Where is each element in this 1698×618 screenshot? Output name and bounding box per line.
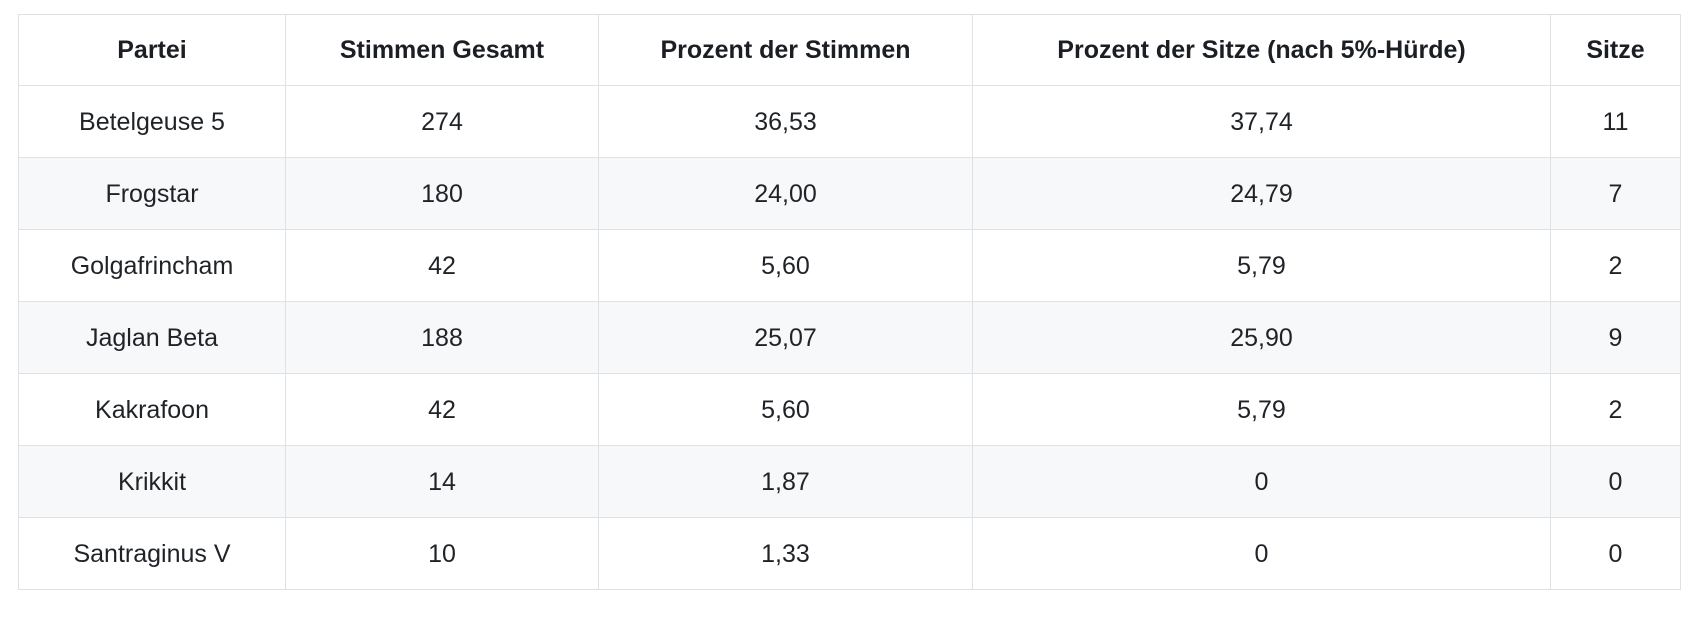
column-header-prozent-der-sitze: Prozent der Sitze (nach 5%-Hürde) xyxy=(972,14,1551,86)
cell-prozent-der-stimmen: 24,00 xyxy=(598,157,973,230)
cell-stimmen-gesamt: 188 xyxy=(285,301,599,374)
cell-prozent-der-stimmen: 1,33 xyxy=(598,517,973,590)
table-header-row: Partei Stimmen Gesamt Prozent der Stimme… xyxy=(18,14,1681,86)
column-header-sitze: Sitze xyxy=(1550,14,1681,86)
cell-prozent-der-sitze: 25,90 xyxy=(972,301,1551,374)
cell-prozent-der-stimmen: 5,60 xyxy=(598,373,973,446)
cell-sitze: 9 xyxy=(1550,301,1681,374)
cell-partei: Betelgeuse 5 xyxy=(18,85,286,158)
table-row-golgafrincham: Golgafrincham 42 5,60 5,79 2 xyxy=(18,229,1681,302)
election-results-table: Partei Stimmen Gesamt Prozent der Stimme… xyxy=(18,14,1681,590)
cell-prozent-der-sitze: 0 xyxy=(972,445,1551,518)
cell-prozent-der-stimmen: 36,53 xyxy=(598,85,973,158)
cell-partei: Jaglan Beta xyxy=(18,301,286,374)
table-row-kakrafoon: Kakrafoon 42 5,60 5,79 2 xyxy=(18,373,1681,446)
cell-sitze: 2 xyxy=(1550,229,1681,302)
table-row-jaglan-beta: Jaglan Beta 188 25,07 25,90 9 xyxy=(18,301,1681,374)
cell-stimmen-gesamt: 180 xyxy=(285,157,599,230)
cell-prozent-der-stimmen: 1,87 xyxy=(598,445,973,518)
cell-partei: Krikkit xyxy=(18,445,286,518)
cell-sitze: 0 xyxy=(1550,445,1681,518)
cell-stimmen-gesamt: 14 xyxy=(285,445,599,518)
column-header-partei: Partei xyxy=(18,14,286,86)
column-header-prozent-der-stimmen: Prozent der Stimmen xyxy=(598,14,973,86)
table-row-frogstar: Frogstar 180 24,00 24,79 7 xyxy=(18,157,1681,230)
cell-partei: Kakrafoon xyxy=(18,373,286,446)
cell-prozent-der-sitze: 5,79 xyxy=(972,373,1551,446)
cell-prozent-der-stimmen: 25,07 xyxy=(598,301,973,374)
cell-sitze: 11 xyxy=(1550,85,1681,158)
cell-stimmen-gesamt: 10 xyxy=(285,517,599,590)
cell-sitze: 7 xyxy=(1550,157,1681,230)
cell-partei: Golgafrincham xyxy=(18,229,286,302)
cell-prozent-der-sitze: 37,74 xyxy=(972,85,1551,158)
cell-prozent-der-stimmen: 5,60 xyxy=(598,229,973,302)
cell-sitze: 0 xyxy=(1550,517,1681,590)
cell-stimmen-gesamt: 274 xyxy=(285,85,599,158)
cell-partei: Frogstar xyxy=(18,157,286,230)
cell-stimmen-gesamt: 42 xyxy=(285,229,599,302)
cell-prozent-der-sitze: 24,79 xyxy=(972,157,1551,230)
table-row-krikkit: Krikkit 14 1,87 0 0 xyxy=(18,445,1681,518)
cell-partei: Santraginus V xyxy=(18,517,286,590)
column-header-stimmen-gesamt: Stimmen Gesamt xyxy=(285,14,599,86)
table-row-betelgeuse-5: Betelgeuse 5 274 36,53 37,74 11 xyxy=(18,85,1681,158)
cell-prozent-der-sitze: 0 xyxy=(972,517,1551,590)
cell-sitze: 2 xyxy=(1550,373,1681,446)
cell-stimmen-gesamt: 42 xyxy=(285,373,599,446)
cell-prozent-der-sitze: 5,79 xyxy=(972,229,1551,302)
table-row-santraginus-v: Santraginus V 10 1,33 0 0 xyxy=(18,517,1681,590)
